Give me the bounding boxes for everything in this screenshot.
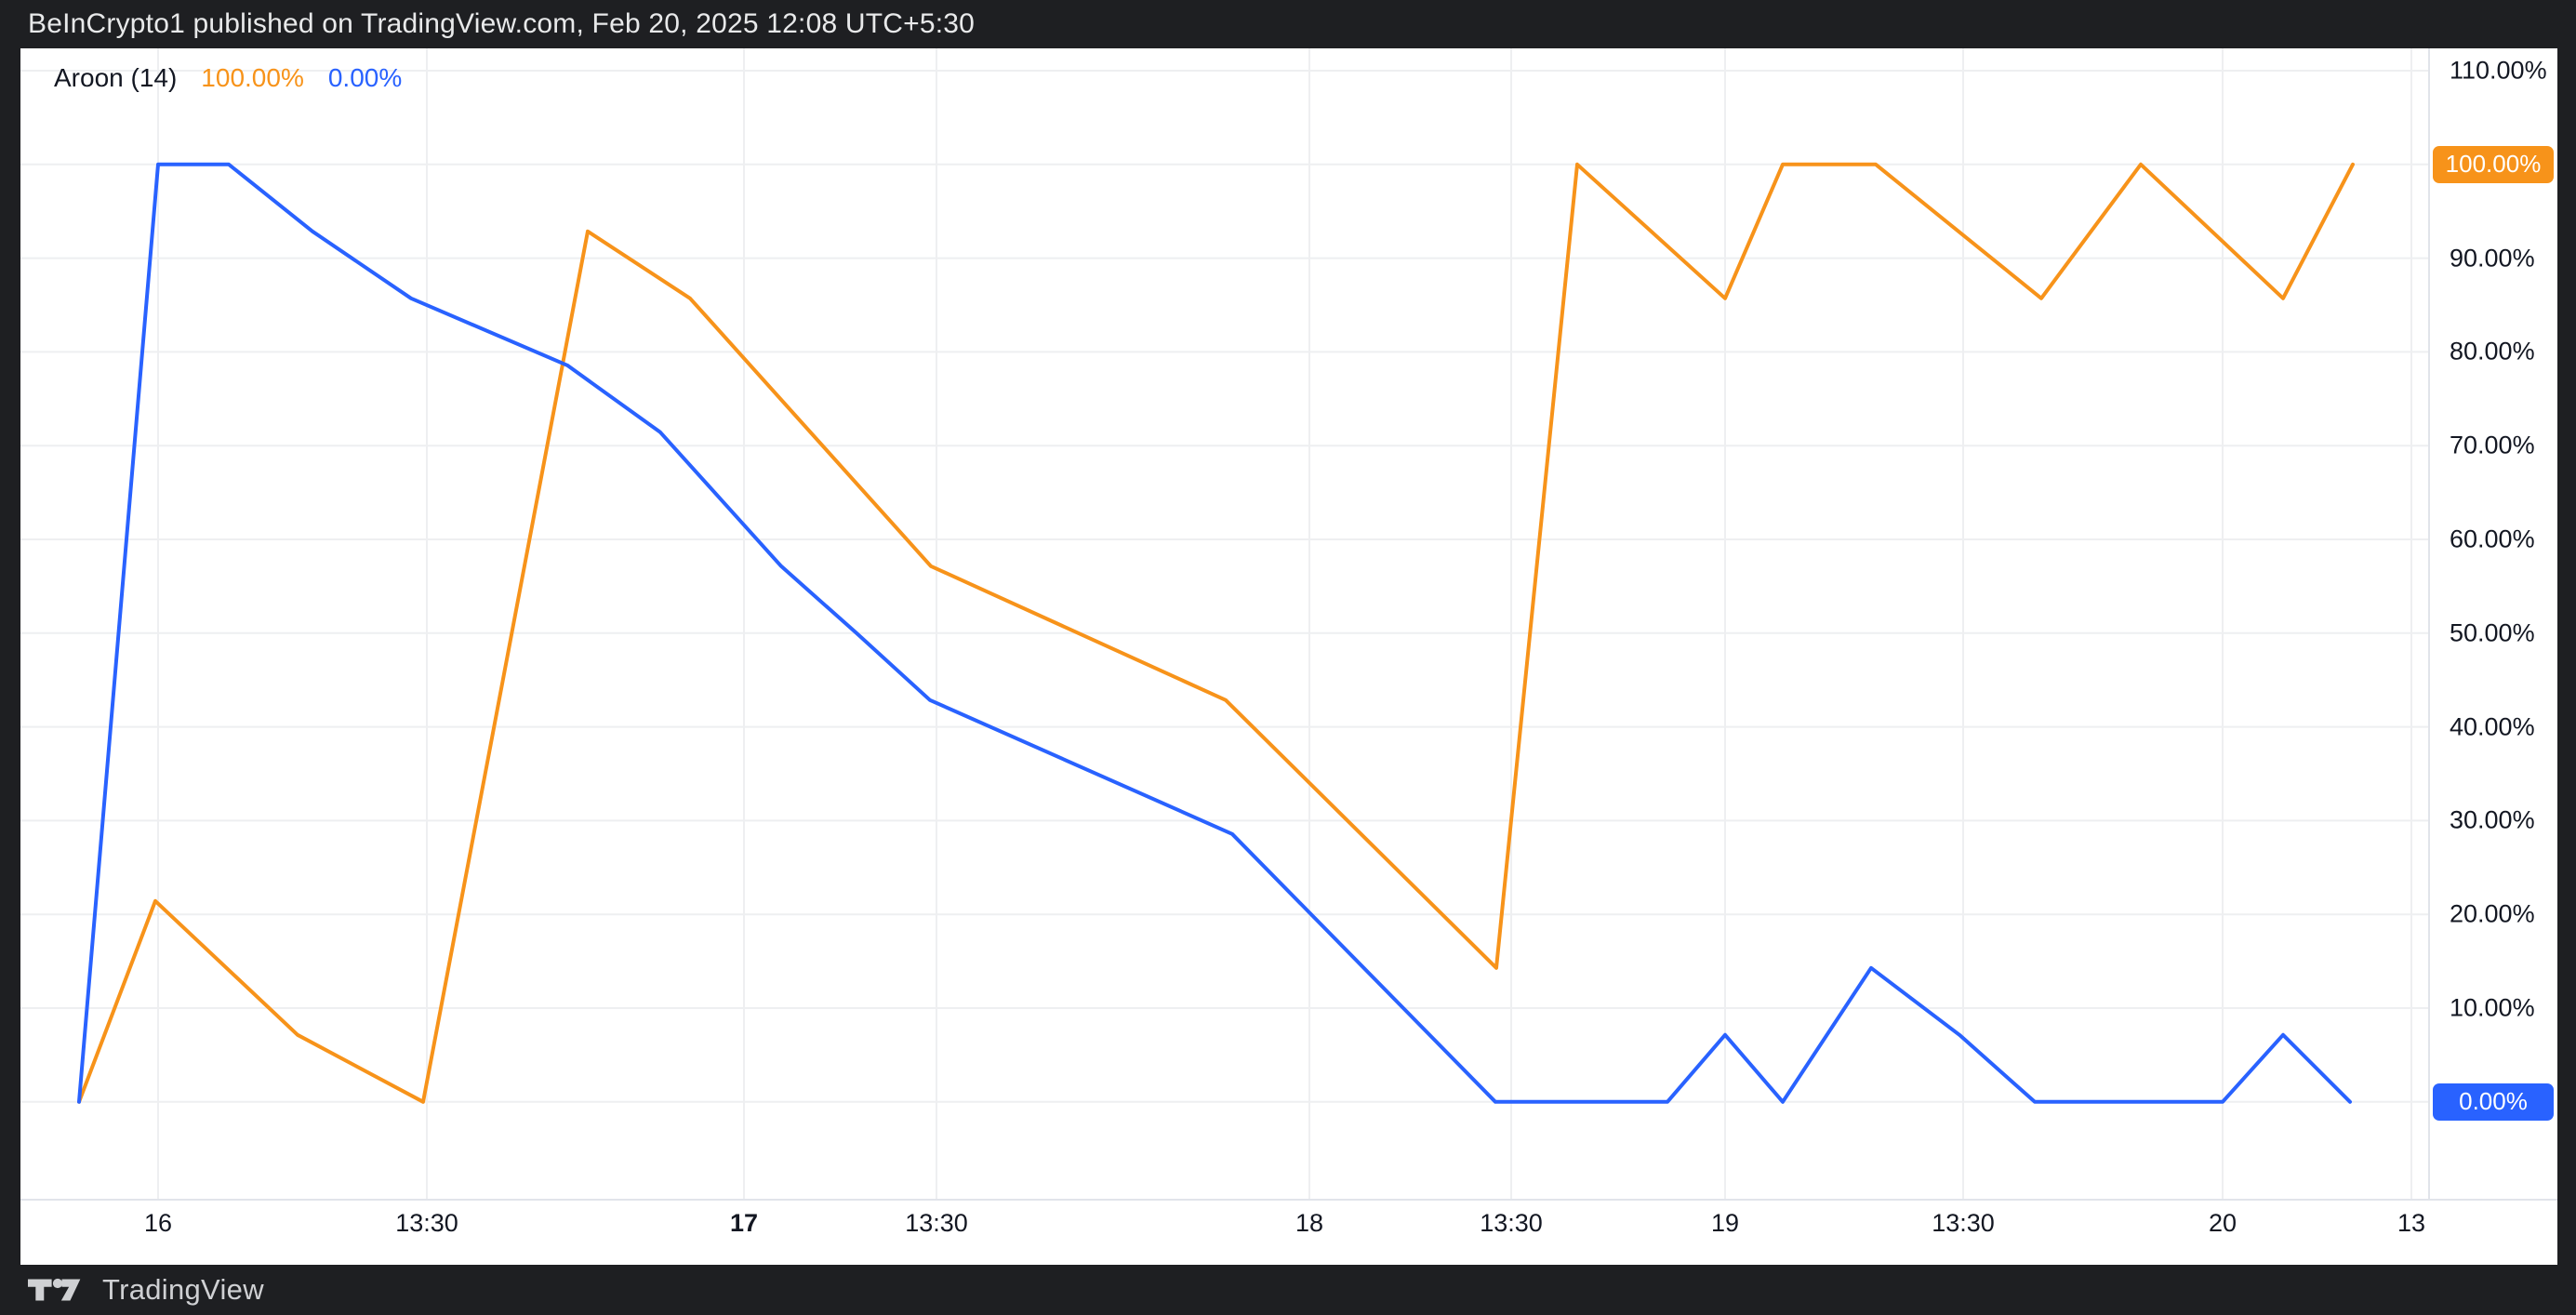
x-axis-label: 13 <box>2397 1209 2426 1237</box>
aroon-up-line <box>77 162 2355 1104</box>
y-axis-label: 40.00% <box>2450 712 2535 741</box>
aroon-down-price-badge: 0.00% <box>2433 1083 2554 1121</box>
y-axis-label: 90.00% <box>2450 244 2535 272</box>
x-axis-label: 13:30 <box>1480 1209 1543 1237</box>
y-axis-label: 70.00% <box>2450 431 2535 459</box>
aroon-down-legend-value: 0.00% <box>327 63 403 92</box>
y-axis-label: 110.00% <box>2450 56 2547 85</box>
y-axis-label: 10.00% <box>2450 993 2535 1022</box>
x-axis-label: 13:30 <box>905 1209 968 1237</box>
chart-panel[interactable]: Aroon (14) 100.00% 0.00% 110.00% 100.00% 9… <box>20 48 2557 1265</box>
x-axis-label: 19 <box>1710 1209 1740 1237</box>
tradingview-wordmark: TradingView <box>102 1273 264 1306</box>
tradingview-logo-icon <box>28 1278 81 1301</box>
x-axis-label: 18 <box>1295 1209 1324 1237</box>
indicator-legend[interactable]: Aroon (14) 100.00% 0.00% <box>54 63 402 93</box>
header-bar: BeInCrypto1 published on TradingView.com… <box>0 0 2576 48</box>
footer-bar: TradingView <box>0 1265 2576 1315</box>
snapshot-title: BeInCrypto1 published on TradingView.com… <box>28 8 976 39</box>
aroon-up-legend-value: 100.00% <box>201 63 304 92</box>
x-axis-label: 20 <box>2208 1209 2237 1237</box>
y-axis-label: 50.00% <box>2450 618 2535 647</box>
x-axis-label: 17 <box>729 1209 759 1237</box>
x-axis-label: 13:30 <box>395 1209 458 1237</box>
y-axis-label: 30.00% <box>2450 805 2535 834</box>
aroon-chart-plot[interactable] <box>20 48 2557 1265</box>
aroon-down-line <box>77 162 2352 1104</box>
aroon-up-price-badge: 100.00% <box>2433 145 2554 183</box>
indicator-name[interactable]: Aroon (14) <box>54 63 178 92</box>
x-axis-label: 16 <box>143 1209 173 1237</box>
y-axis-label: 60.00% <box>2450 525 2535 553</box>
x-axis-label: 13:30 <box>1932 1209 1995 1237</box>
y-axis-label: 20.00% <box>2450 899 2535 928</box>
y-axis-label: 80.00% <box>2450 337 2535 365</box>
